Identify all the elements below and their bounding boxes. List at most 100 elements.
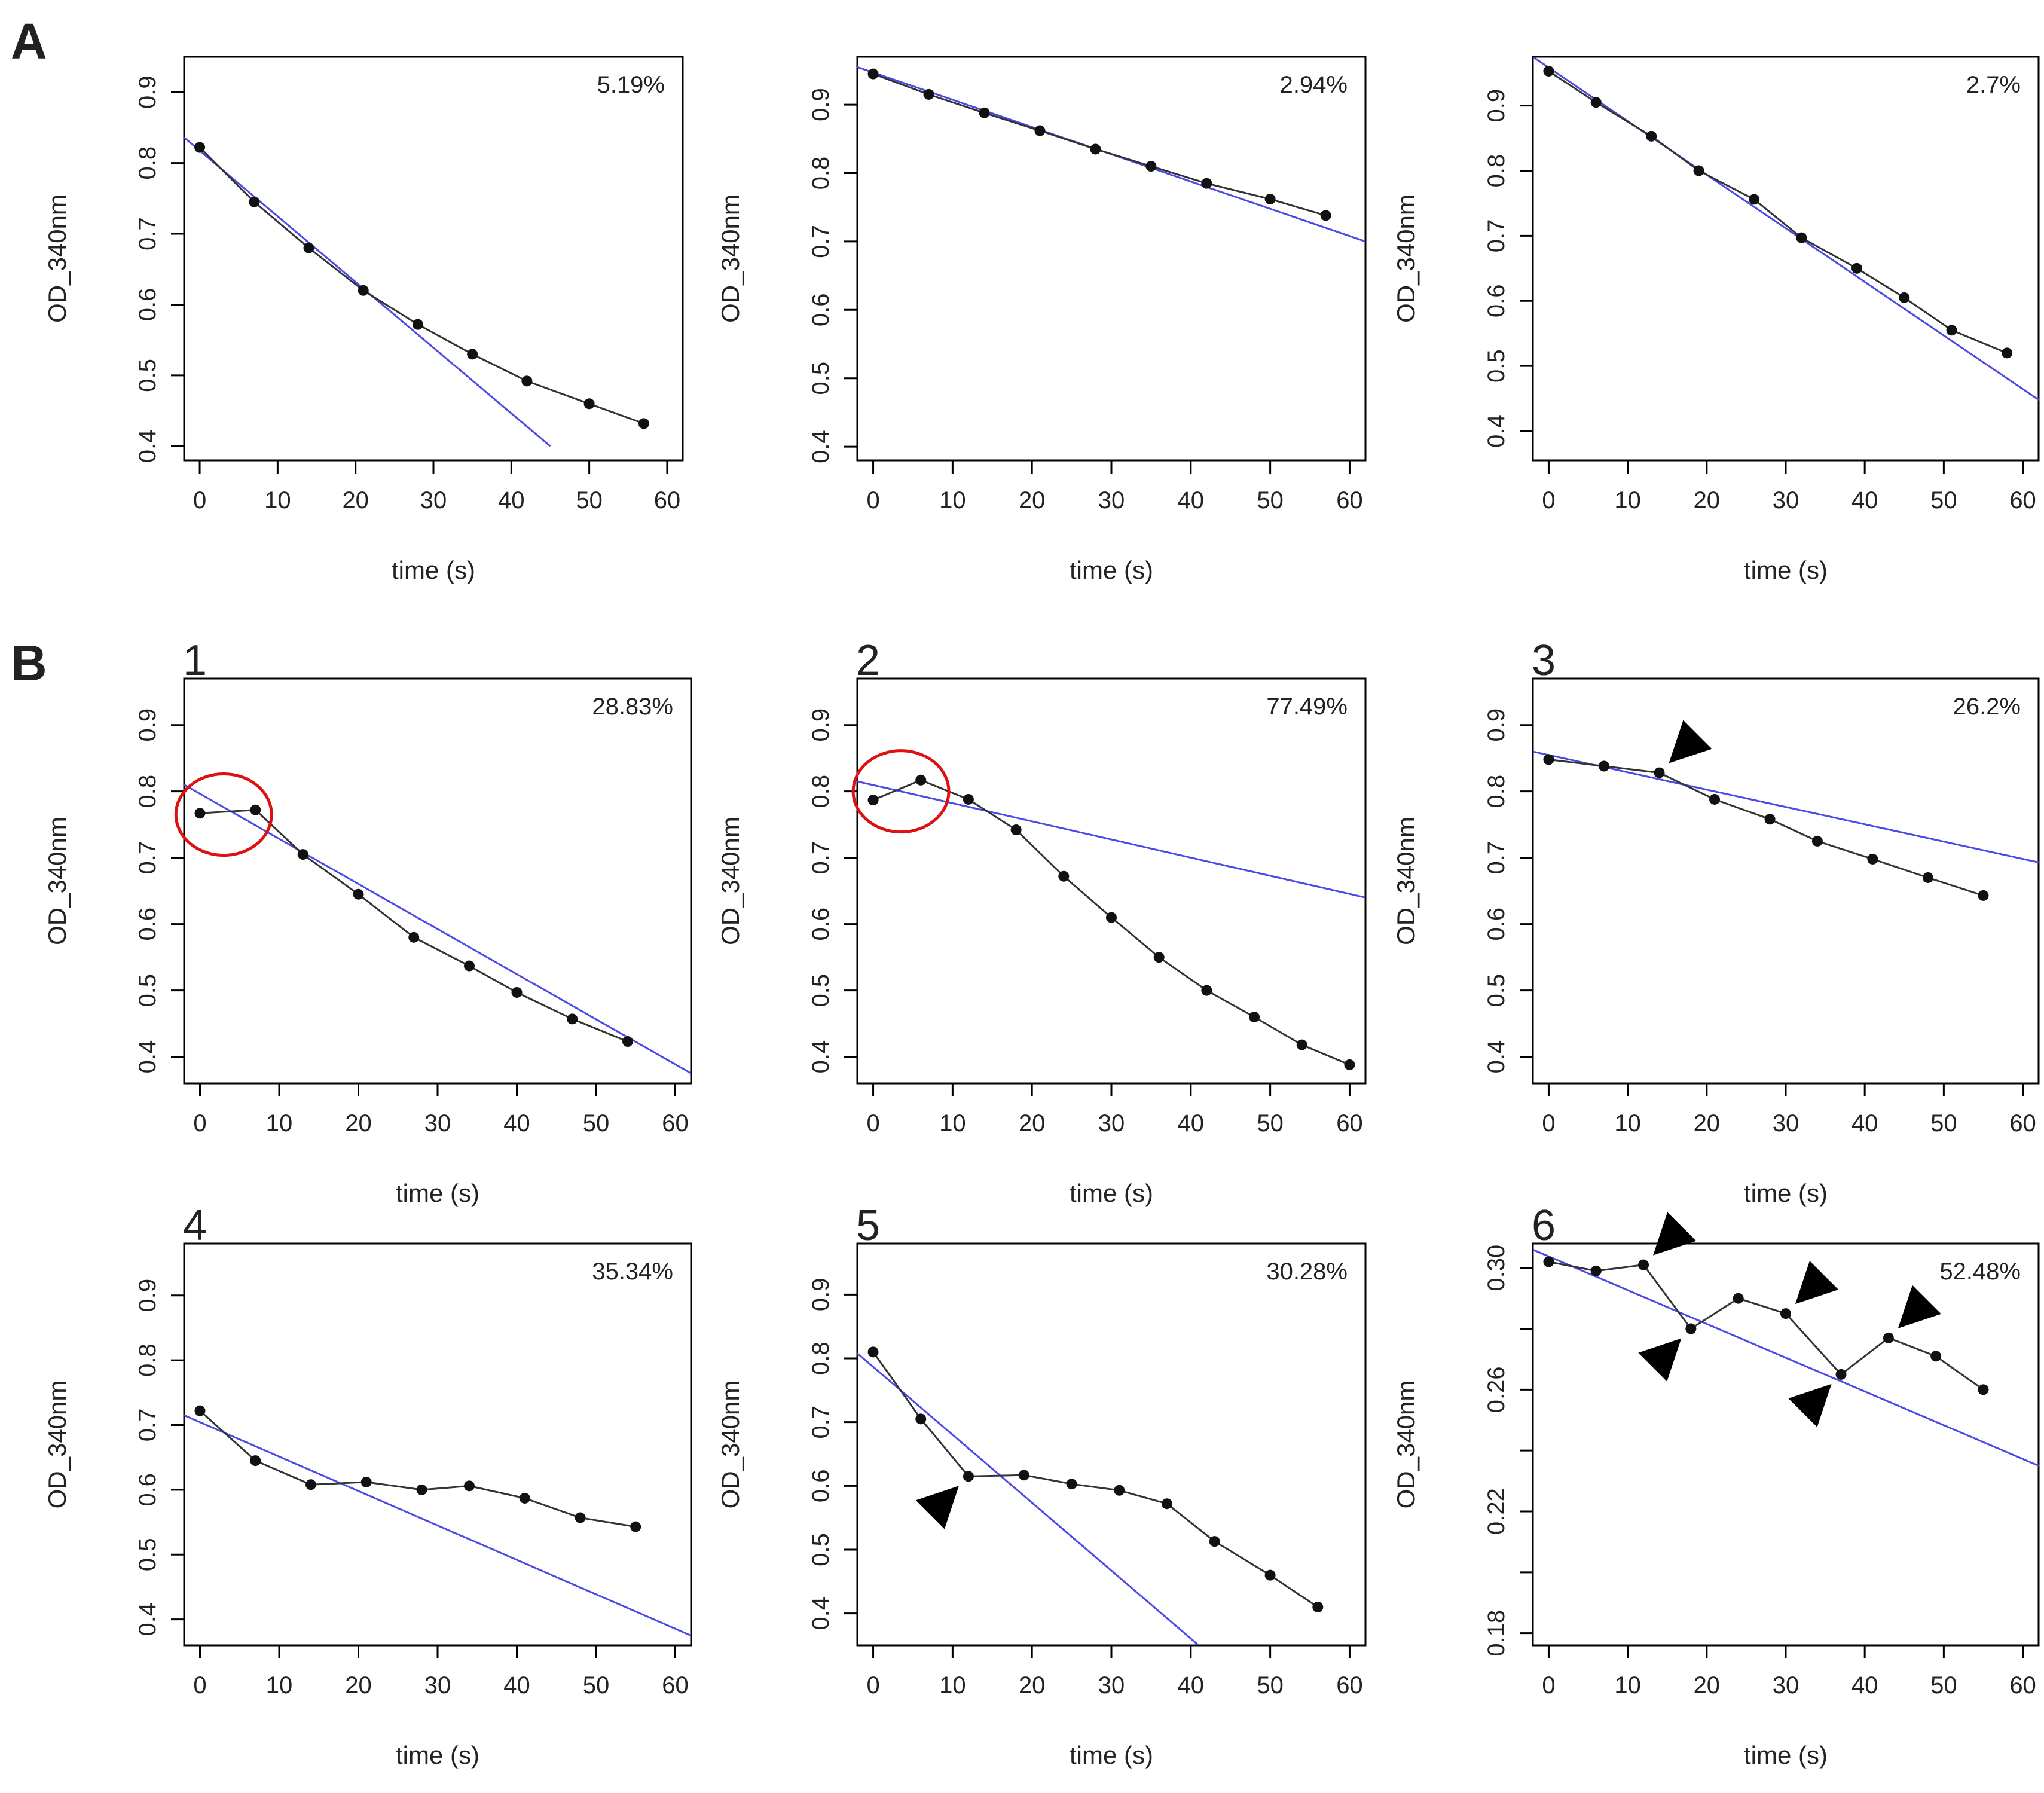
y-tick-label: 0.4 [135, 1603, 161, 1636]
y-tick-label: 0.26 [1483, 1366, 1510, 1413]
y-tick-label: 0.4 [808, 1040, 834, 1074]
y-tick-label: 0.4 [135, 1040, 161, 1074]
y-tick-label: 0.9 [135, 708, 161, 742]
y-tick-label: 0.6 [135, 908, 161, 941]
data-point [1058, 870, 1070, 882]
x-tick-label: 50 [583, 1110, 610, 1137]
data-point [1034, 125, 1046, 136]
x-tick-label: 50 [1930, 487, 1957, 514]
x-tick-label: 0 [866, 487, 879, 514]
y-tick-label: 0.7 [808, 1406, 834, 1439]
x-tick-label: 30 [1773, 487, 1799, 514]
y-tick-label: 0.4 [1483, 1040, 1510, 1074]
panel-number: 3 [1532, 637, 1556, 685]
data-point [923, 88, 934, 100]
chart-panel-8: 0 10 20 30 40 50 60 0.4 0.5 0.6 0.7 0.8 0.9 time (s) O… [716, 1202, 1367, 1769]
fit-deviation-label: 77.49% [1266, 694, 1348, 720]
fit-line [857, 1352, 1200, 1645]
x-tick-label: 20 [1694, 1110, 1721, 1137]
fit-line [184, 1414, 691, 1637]
data-point [416, 1484, 427, 1495]
plot-frame [1532, 677, 2040, 1085]
y-axis-title: OD_340nm [1392, 194, 1420, 323]
x-tick-label: 50 [1930, 1672, 1957, 1699]
chart-panel-2: 0 10 20 30 40 50 60 0.4 0.5 0.6 0.7 0.8 0.9 time (s) O… [716, 56, 1367, 584]
data-line [1548, 758, 1984, 897]
data-point [1249, 1012, 1260, 1023]
data-point [305, 1479, 316, 1490]
x-tick-label: 20 [1019, 1110, 1046, 1137]
arrowhead-marker [1638, 1338, 1682, 1382]
fit-deviation-label: 26.2% [1953, 694, 2021, 720]
x-tick-label: 10 [939, 487, 966, 514]
x-tick-label: 20 [1019, 487, 1046, 514]
plot-frame [856, 1242, 1367, 1647]
data-point [1010, 824, 1022, 836]
data-point [1201, 178, 1212, 189]
plot-frame [1532, 56, 2040, 462]
x-tick-label: 30 [1098, 487, 1125, 514]
data-point [1320, 210, 1331, 221]
data-point [1344, 1059, 1355, 1070]
data-point [2002, 347, 2013, 359]
data-point [1946, 325, 1957, 336]
data-point [1685, 1323, 1697, 1334]
y-tick-label: 0.7 [1483, 219, 1510, 253]
x-tick-label: 50 [1257, 1110, 1284, 1137]
data-point [194, 142, 206, 153]
x-tick-label: 60 [1336, 1672, 1363, 1699]
data-line [1548, 70, 2008, 354]
x-tick-label: 30 [1773, 1110, 1799, 1137]
y-tick-label: 0.8 [135, 1343, 161, 1377]
data-point [1851, 262, 1862, 274]
fit-deviation-label: 28.83% [592, 694, 673, 720]
x-tick-label: 40 [1178, 1110, 1205, 1137]
data-point [963, 1471, 974, 1482]
x-tick-label: 30 [1773, 1672, 1799, 1699]
fit-line [1533, 57, 2039, 401]
data-point [1867, 853, 1878, 865]
data-point [622, 1036, 633, 1047]
data-line [200, 809, 628, 1043]
y-tick-label: 0.4 [808, 1597, 834, 1630]
y-tick-label: 0.5 [135, 974, 161, 1007]
data-point [1296, 1039, 1307, 1050]
x-tick-label: 10 [1614, 1110, 1641, 1137]
x-tick-label: 40 [1851, 1110, 1878, 1137]
fit-deviation-label: 35.34% [592, 1259, 673, 1285]
x-tick-label: 60 [1336, 1110, 1363, 1137]
x-tick-label: 50 [1930, 1110, 1957, 1137]
y-tick-label: 0.7 [1483, 841, 1510, 875]
panel-number: 6 [1532, 1202, 1556, 1250]
arrowhead-marker [1669, 720, 1712, 763]
data-point [1835, 1369, 1847, 1380]
y-tick-label: 0.4 [135, 430, 161, 463]
x-tick-label: 10 [1614, 1672, 1641, 1699]
y-tick-label: 0.7 [135, 1409, 161, 1442]
x-tick-label: 10 [266, 1110, 293, 1137]
data-line [1548, 1261, 1984, 1391]
x-tick-label: 30 [424, 1672, 451, 1699]
data-point [1930, 1351, 1942, 1362]
x-tick-label: 40 [503, 1110, 530, 1137]
data-point [412, 319, 423, 330]
data-point [464, 1480, 475, 1492]
y-tick-label: 0.5 [808, 974, 834, 1007]
highlight-circle [174, 772, 273, 857]
x-tick-label: 60 [662, 1672, 689, 1699]
fit-line [1533, 750, 2039, 863]
y-tick-label: 0.9 [1483, 708, 1510, 742]
data-point [1811, 835, 1823, 847]
fit-line [1533, 1248, 2039, 1467]
section-label-b: B [11, 635, 47, 691]
chart-panel-7: 0 10 20 30 40 50 60 0.4 0.5 0.6 0.7 0.8 0.9 time (s) O… [43, 1202, 692, 1769]
x-tick-label: 50 [583, 1672, 610, 1699]
x-tick-label: 40 [503, 1672, 530, 1699]
data-point [1638, 1259, 1649, 1270]
data-point [1090, 143, 1101, 155]
y-axis-title: OD_340nm [1392, 1380, 1420, 1509]
x-tick-label: 50 [1257, 487, 1284, 514]
fit-line [184, 784, 691, 1074]
y-tick-label: 0.6 [1483, 284, 1510, 317]
